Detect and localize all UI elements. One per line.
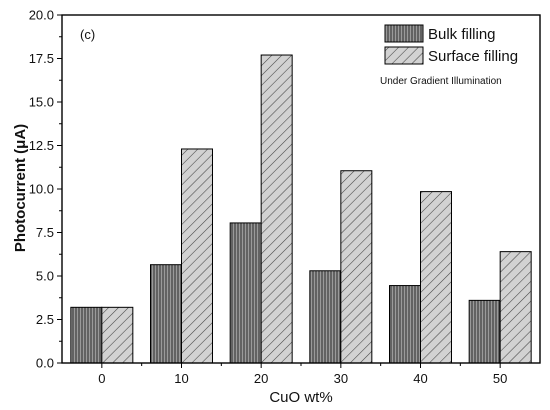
legend-label-surface-filling: Surface filling	[428, 48, 518, 65]
bar-bulk-filling-40	[389, 285, 421, 364]
bar-surface-filling-50	[499, 251, 532, 364]
bars-group	[70, 54, 532, 364]
plot-frame	[61, 14, 541, 364]
y-axis: 0.0 2.5 5.0 7.5 10.0 12.5 15.0 17.5 20.0	[29, 8, 62, 371]
x-axis-label: CuO wt%	[269, 389, 332, 406]
y-tick-label: 7.5	[36, 225, 54, 240]
y-tick-label: 2.5	[36, 312, 54, 327]
x-tick-label: 50	[493, 371, 507, 386]
bar-surface-filling-0	[101, 306, 134, 364]
legend-swatch-bulk-filling	[384, 24, 424, 43]
x-tick-label: 10	[174, 371, 188, 386]
bar-surface-filling-10	[181, 148, 213, 364]
bar-bulk-filling-10	[150, 264, 182, 364]
x-tick-label: 0	[98, 371, 105, 386]
x-axis: 0 10 20 30 40 50	[98, 363, 507, 386]
x-tick-label: 20	[254, 371, 268, 386]
bar-surface-filling-30	[340, 170, 373, 364]
y-axis-label: Photocurrent (μA)	[12, 124, 29, 252]
legend: Bulk filling Surface filling	[384, 24, 518, 65]
y-tick-label: 15.0	[29, 95, 54, 110]
bar-bulk-filling-0	[70, 306, 103, 364]
y-tick-label: 0.0	[36, 356, 54, 371]
y-tick-label: 17.5	[29, 51, 54, 66]
bar-bulk-filling-50	[468, 299, 501, 364]
bar-surface-filling-20	[260, 54, 293, 364]
y-tick-label: 20.0	[29, 8, 54, 23]
y-tick-label: 12.5	[29, 138, 54, 153]
x-tick-label: 40	[413, 371, 427, 386]
panel-label: (c)	[80, 27, 95, 42]
x-tick-label: 30	[334, 371, 348, 386]
annotation-text: Under Gradient Illumination	[380, 76, 502, 87]
bar-bulk-filling-20	[229, 222, 262, 364]
bar-surface-filling-40	[420, 191, 452, 364]
y-tick-label: 10.0	[29, 182, 54, 197]
bar-bulk-filling-30	[309, 270, 342, 364]
legend-swatch-surface-filling	[384, 46, 424, 65]
y-tick-label: 5.0	[36, 269, 54, 284]
legend-label-bulk-filling: Bulk filling	[428, 26, 496, 43]
